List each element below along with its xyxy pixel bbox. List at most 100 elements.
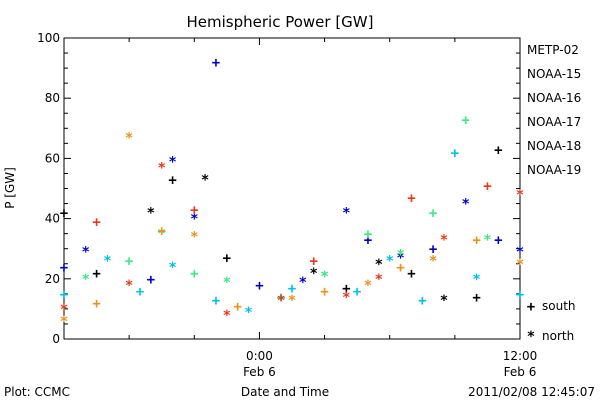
series-group: *+*+*+*+*++* xyxy=(81,112,491,306)
data-point-south: + xyxy=(429,242,437,258)
data-point-south: + xyxy=(190,266,198,282)
data-point-south: + xyxy=(342,281,350,297)
data-point-south: + xyxy=(396,260,404,276)
y-tick-label: 0 xyxy=(52,332,60,346)
data-point-north: * xyxy=(168,260,176,276)
data-point-north: * xyxy=(516,188,524,204)
data-point-north: * xyxy=(461,197,469,213)
data-point-south: + xyxy=(483,178,491,194)
data-point-north: * xyxy=(125,130,133,146)
data-point-north: * xyxy=(516,245,524,261)
x-tick-date: Feb 6 xyxy=(504,365,537,379)
data-point-north: * xyxy=(309,266,317,282)
y-tick-label: 80 xyxy=(45,91,60,105)
y-tick-label: 100 xyxy=(37,31,60,45)
data-point-north: * xyxy=(375,257,383,273)
data-point-south: + xyxy=(451,145,459,161)
data-point-north: * xyxy=(168,154,176,170)
data-point-north: * xyxy=(81,272,89,288)
data-point-north: * xyxy=(147,206,155,222)
data-point-north: * xyxy=(277,293,285,309)
data-point-south: + xyxy=(494,142,502,158)
data-point-north: * xyxy=(385,254,393,270)
data-point-south: + xyxy=(60,260,68,276)
data-point-south: + xyxy=(92,266,100,282)
data-point-north: * xyxy=(440,293,448,309)
data-point-south: + xyxy=(407,191,415,207)
data-point-south: + xyxy=(212,55,220,71)
legend-entry: NOAA-16 xyxy=(527,91,581,105)
legend-entry: NOAA-17 xyxy=(527,115,581,129)
data-point-south: + xyxy=(320,284,328,300)
data-point-south: + xyxy=(60,206,68,222)
data-point-north: * xyxy=(299,275,307,291)
data-point-south: + xyxy=(255,278,263,294)
data-point-south: + xyxy=(309,254,317,270)
data-point-south: + xyxy=(364,227,372,243)
data-point-north: * xyxy=(364,278,372,294)
footer-source: Plot: CCMC xyxy=(4,385,70,399)
data-point-north: * xyxy=(396,251,404,267)
data-point-north: * xyxy=(342,206,350,222)
data-point-north: * xyxy=(125,278,133,294)
data-point-south: + xyxy=(461,112,469,128)
data-point-north: * xyxy=(157,227,165,243)
series-group: *+*+ *+ *+ *+ *+* xyxy=(60,130,524,330)
data-point-north: * xyxy=(190,230,198,246)
data-point-south: + xyxy=(277,290,285,306)
y-tick-label: 60 xyxy=(45,151,60,165)
data-point-south: + xyxy=(136,284,144,300)
series-group: ++*+ *++*+*+* ++ xyxy=(60,142,503,309)
data-point-north: * xyxy=(81,245,89,261)
legend: METP-02 NOAA-15 NOAA-16 NOAA-17 NOAA-18 NOAA-… xyxy=(527,43,582,345)
series-marks: ++*+ *++*+*+* +++*+**++ **+*+*+*+*+*+*+*+*+… xyxy=(60,55,524,330)
data-point-north: * xyxy=(223,308,231,324)
data-point-north: * xyxy=(396,248,404,264)
data-point-south: + xyxy=(429,206,437,222)
data-point-north: * xyxy=(157,160,165,176)
series-group: +*+*+*+*+*++*+ xyxy=(60,145,524,321)
legend-marker-symbol: + xyxy=(527,299,535,315)
data-point-south: + xyxy=(407,266,415,282)
data-point-south: + xyxy=(125,254,133,270)
data-point-south: + xyxy=(92,296,100,312)
legend-marker-label: south xyxy=(542,299,576,313)
data-point-south: + xyxy=(60,287,68,303)
data-point-south: + xyxy=(472,290,480,306)
data-point-south: + xyxy=(353,284,361,300)
data-point-south: + xyxy=(472,233,480,249)
series-group: +*+**++ **+*+*+* xyxy=(60,55,524,294)
x-axis-label: Date and Time xyxy=(241,385,329,399)
data-point-north: * xyxy=(288,293,296,309)
data-point-south: + xyxy=(212,293,220,309)
data-point-north: * xyxy=(429,254,437,270)
series-group: *+**+**+**+*+* xyxy=(60,160,524,323)
legend-entry: NOAA-19 xyxy=(527,163,581,177)
y-axis-label: P [GW] xyxy=(3,167,17,209)
data-point-north: * xyxy=(320,269,328,285)
data-point-south: + xyxy=(516,287,524,303)
legend-marker-label: north xyxy=(542,329,574,343)
data-point-north: * xyxy=(103,254,111,270)
data-point-north: * xyxy=(190,212,198,228)
legend-entry: METP-02 xyxy=(527,43,579,57)
data-point-south: + xyxy=(168,172,176,188)
legend-marker-symbol: * xyxy=(527,329,535,345)
data-point-north: * xyxy=(60,314,68,330)
x-tick-date: Feb 6 xyxy=(243,365,276,379)
data-point-south: + xyxy=(233,299,241,315)
x-tick-time: 0:00 xyxy=(246,349,273,363)
data-point-south: + xyxy=(288,281,296,297)
footer-timestamp: 2011/02/08 12:45:07 xyxy=(468,385,595,399)
y-tick-label: 20 xyxy=(45,272,60,286)
data-point-south: + xyxy=(277,290,285,306)
data-point-south: + xyxy=(157,224,165,240)
data-point-north: * xyxy=(342,290,350,306)
legend-entry: NOAA-18 xyxy=(527,139,581,153)
data-point-north: * xyxy=(375,272,383,288)
data-point-north: * xyxy=(516,257,524,273)
data-point-north: * xyxy=(223,275,231,291)
data-point-south: + xyxy=(364,233,372,249)
data-point-north: * xyxy=(244,305,252,321)
